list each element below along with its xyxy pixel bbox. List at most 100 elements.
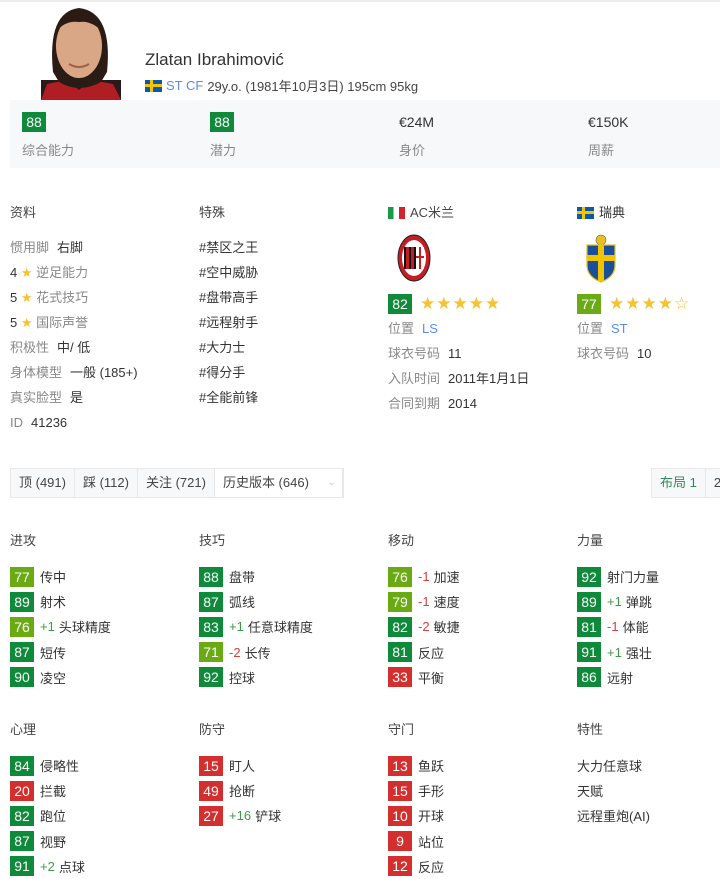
stat-row: 9 站位	[388, 829, 573, 854]
club-name-link[interactable]: AC米兰	[410, 205, 455, 220]
stat-name: 强壮	[625, 645, 652, 661]
label: 逆足能力	[36, 265, 89, 280]
speciality-tag[interactable]: #得分手	[199, 365, 246, 380]
stat-value-badge: 15	[199, 755, 223, 776]
stat-name: 弹跳	[625, 595, 652, 611]
specialities-title: 特殊	[199, 205, 226, 220]
stat-name: 射门力量	[607, 570, 660, 586]
value-label: 身价	[399, 143, 426, 158]
chevron-down-icon: ⌄	[327, 477, 336, 488]
value: 5	[10, 290, 18, 305]
star-filled-icon: ★	[452, 294, 469, 313]
profile-section: 资料 惯用脚 右脚 4 ★ 逆足能力 5 ★ 花式技巧 5 ★ 国际声誉 积极性中…	[10, 200, 138, 435]
star-empty-icon: ☆	[674, 294, 691, 313]
national-team-name-link[interactable]: 瑞典	[599, 205, 626, 220]
speciality-tag[interactable]: #盘带高手	[199, 290, 259, 305]
real-face: 真实脸型是	[10, 385, 138, 410]
layout-switcher: 布局 1 2	[651, 468, 720, 498]
wage-amount: €150K	[588, 114, 629, 130]
stat-value-badge: 10	[388, 805, 412, 826]
international-reputation: 5 ★ 国际声誉	[10, 310, 138, 335]
label: 身体模型	[10, 365, 63, 380]
weak-foot: 4 ★ 逆足能力	[10, 260, 138, 285]
history-version-dropdown[interactable]: 历史版本 (646) ⌄	[214, 469, 343, 497]
stat-name: 反应	[418, 645, 445, 661]
stat-row: 91 +1 强壮	[577, 640, 720, 665]
stat-value-badge: 86	[577, 667, 601, 688]
label: 国际声誉	[36, 315, 89, 330]
stat-row: 87 弧线	[199, 589, 384, 614]
speciality-tag[interactable]: #全能前锋	[199, 390, 259, 405]
stat-row: 15 手形	[388, 778, 573, 803]
stat-value-badge: 76	[10, 616, 34, 637]
speciality-tag[interactable]: #空中威胁	[199, 265, 259, 280]
stat-modifier: -1	[607, 619, 619, 635]
stat-row: 89 射术	[10, 589, 195, 614]
traits-title: 特性	[577, 722, 604, 737]
action-tabs: 顶 (491) 踩 (112) 关注 (721) 历史版本 (646) ⌄	[10, 468, 344, 498]
stat-row: 81 -1 体能	[577, 614, 720, 639]
player-positions-link[interactable]: ST CF	[166, 78, 204, 93]
stat-name: 任意球精度	[247, 620, 313, 636]
stat-value-badge: 89	[577, 591, 601, 612]
stat-row: 15 盯人	[199, 753, 384, 778]
sweden-flag-icon	[577, 206, 594, 219]
stat-value-badge: 20	[10, 780, 34, 801]
player-photo	[27, 2, 131, 100]
stat-value-badge: 87	[199, 591, 223, 612]
downvote-button[interactable]: 踩 (112)	[74, 469, 138, 497]
stat-row: 76 +1 头球精度	[10, 614, 195, 639]
stat-row: 88 盘带	[199, 564, 384, 589]
value: 5	[10, 315, 18, 330]
label: ID	[10, 415, 23, 430]
club-jersey: 球衣号码 11	[388, 341, 568, 366]
stat-name: 平衡	[418, 670, 445, 686]
star-filled-icon: ★	[436, 294, 453, 313]
stat-row: 12 反应	[388, 854, 573, 879]
stat-row: 92 控球	[199, 665, 384, 690]
national-team-section: 瑞典 77 ★★★★☆ 位置 ST 球衣号码 10	[577, 200, 720, 366]
speciality-tag[interactable]: #远程射手	[199, 315, 259, 330]
national-position: 位置 ST	[577, 316, 720, 341]
stat-row: 82 跑位	[10, 803, 195, 828]
stat-value-badge: 12	[388, 856, 412, 877]
trait-item: 远程重炮(AI)	[577, 809, 650, 825]
stat-value-badge: 92	[577, 566, 601, 587]
italy-flag-icon	[388, 206, 405, 219]
stat-value-badge: 79	[388, 591, 412, 612]
stat-value-badge: 15	[388, 780, 412, 801]
stat-name: 传中	[40, 570, 67, 586]
stat-name: 侵略性	[40, 759, 80, 775]
club-joined: 入队时间 2011年1月1日	[388, 366, 568, 391]
national-rating-badge: 77	[577, 294, 601, 314]
upvote-button[interactable]: 顶 (491)	[11, 469, 75, 497]
stat-value-badge: 71	[199, 642, 223, 663]
stat-modifier: +1	[40, 619, 55, 635]
stat-group-title: 力量	[577, 533, 604, 548]
follow-button[interactable]: 关注 (721)	[137, 469, 215, 497]
wage: €150K 周薪	[588, 112, 628, 159]
stat-group: 力量 92 射门力量 89 +1 弹跳 81 -1 体能 91 +1 强壮 86 远射	[577, 530, 720, 690]
stat-row: 27 +16 铲球	[199, 803, 384, 828]
layout-2-button[interactable]: 2	[705, 469, 720, 497]
position-link[interactable]: LS	[422, 321, 438, 336]
stat-value-badge: 33	[388, 667, 412, 688]
national-jersey: 球衣号码 10	[577, 341, 720, 366]
wage-label: 周薪	[588, 143, 615, 158]
stat-value-badge: 27	[199, 805, 223, 826]
stat-name: 开球	[418, 809, 445, 825]
stat-name: 控球	[229, 670, 256, 686]
position-link[interactable]: ST	[611, 321, 628, 336]
stat-value-badge: 91	[10, 856, 34, 877]
stat-value-badge: 49	[199, 780, 223, 801]
speciality-tag[interactable]: #禁区之王	[199, 240, 259, 255]
stat-name: 铲球	[255, 809, 282, 825]
layout-1-button[interactable]: 布局 1	[652, 469, 706, 497]
stat-name: 手形	[418, 784, 445, 800]
stat-modifier: -2	[229, 644, 241, 660]
speciality-tag[interactable]: #大力士	[199, 340, 246, 355]
sweden-crest-icon	[586, 234, 616, 283]
overall-label: 综合能力	[22, 143, 75, 158]
stat-name: 敏捷	[433, 620, 460, 636]
skill-moves: 5 ★ 花式技巧	[10, 285, 138, 310]
